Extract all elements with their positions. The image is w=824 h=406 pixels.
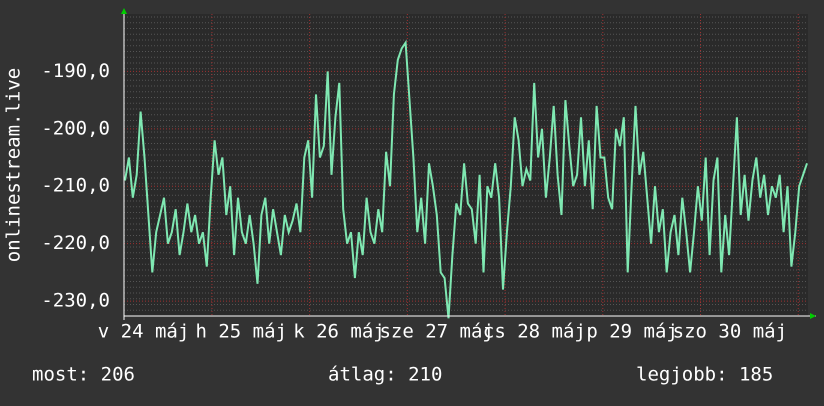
plot-area — [124, 14, 808, 316]
x-tick-label: szo 30 máj — [673, 321, 787, 343]
y-tick-label: -220,0 — [41, 232, 110, 254]
x-tick-label: cs 28 máj — [483, 321, 586, 343]
y-axis-label: onlinestream.live — [3, 68, 25, 262]
footer-current: most: 206 — [32, 364, 135, 386]
y-tick-label: -200,0 — [41, 117, 110, 139]
marks — [124, 39, 808, 319]
x-axis-arrow — [810, 313, 816, 319]
x-tick-label: k 26 máj — [293, 321, 385, 343]
y-tick-label: -190,0 — [41, 60, 110, 82]
x-tick-label: v 24 máj — [98, 321, 190, 343]
x-tick-label: sze 27 máj — [379, 321, 493, 343]
footer-best: legjobb: 185 — [636, 364, 773, 386]
footer-average: átlag: 210 — [328, 364, 442, 386]
x-tick-label: h 25 máj — [195, 321, 287, 343]
grid — [124, 14, 808, 316]
y-tick-label: -210,0 — [41, 175, 110, 197]
data-line — [124, 39, 808, 319]
x-tick-label: p 29 máj — [586, 321, 678, 343]
y-axis-arrow — [121, 8, 127, 14]
y-tick-label: -230,0 — [41, 290, 110, 312]
